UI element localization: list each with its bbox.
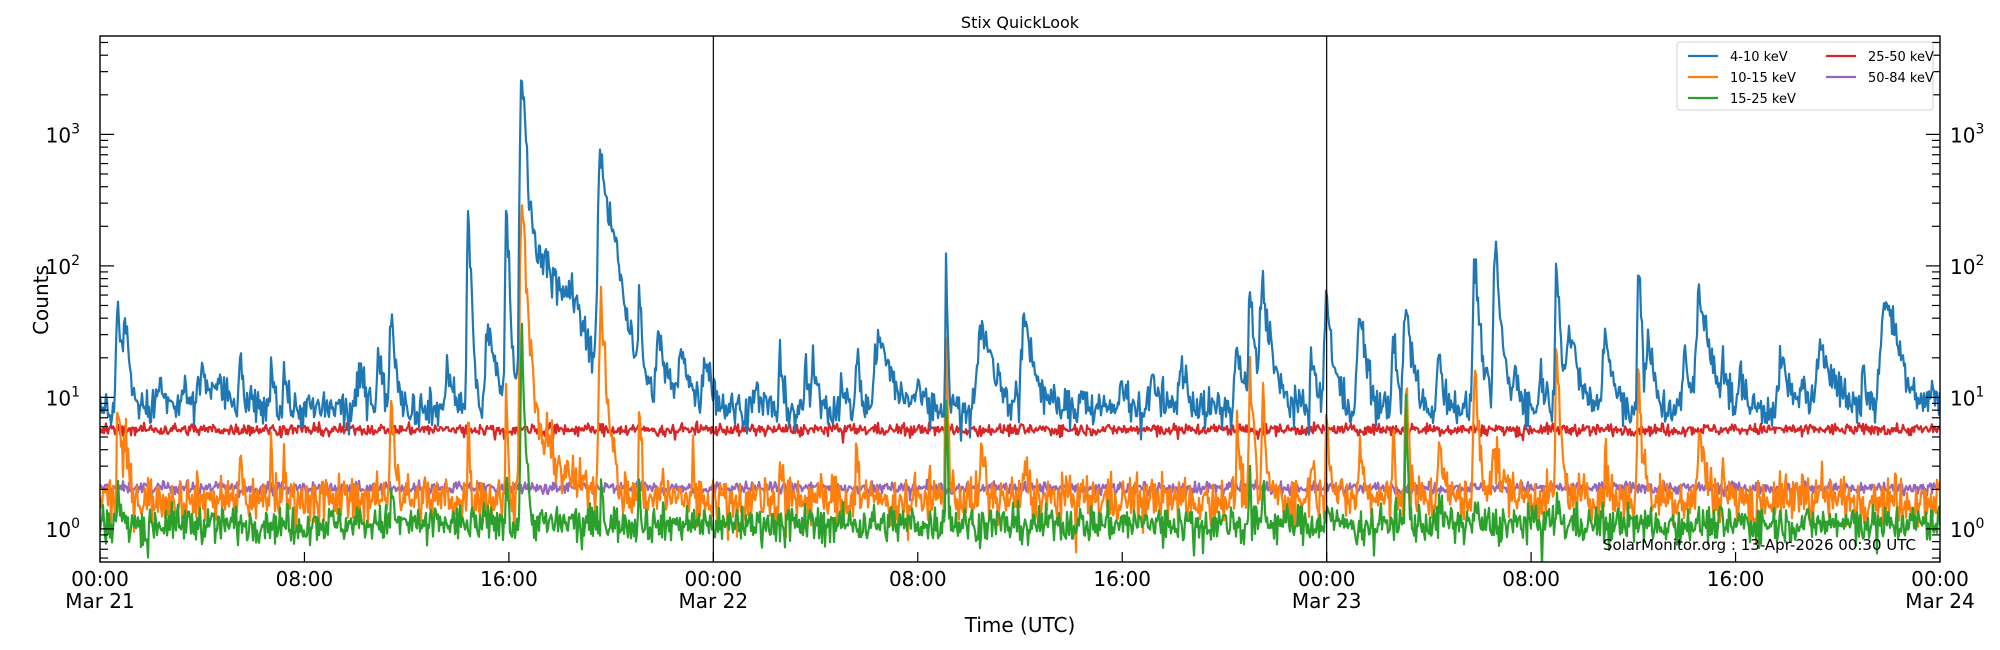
x-tick-date-label: Mar 24	[1905, 589, 1975, 613]
x-tick-label: 00:00	[1911, 567, 1969, 591]
legend-label: 4-10 keV	[1730, 50, 1788, 65]
plot-frame	[99, 35, 1941, 563]
y-tick-label-right: 102	[1950, 253, 1984, 279]
series-4-10-kev	[100, 79, 1940, 442]
legend-label: 50-84 keV	[1868, 71, 1934, 86]
legend-box	[1676, 41, 1934, 111]
y-tick-label-left: 101	[46, 384, 80, 410]
legend-label: 25-50 keV	[1868, 50, 1934, 65]
x-tick-date-label: Mar 21	[65, 589, 135, 613]
y-tick-label-left: 100	[46, 516, 80, 542]
x-tick-date-label: Mar 22	[679, 589, 749, 613]
solarmonitor-annotation: SolarMonitor.org : 13-Apr-2026 00:30 UTC	[1603, 536, 1916, 554]
legend-item: 25-50 keV	[1826, 50, 1934, 65]
data-series	[100, 79, 1940, 562]
x-tick-label: 08:00	[889, 567, 947, 591]
x-tick-label: 00:00	[71, 567, 129, 591]
plot-area	[100, 36, 1940, 562]
legend: 4-10 keV 10-15 keV 15-25 keV 25-50 keV 50-84…	[1676, 41, 1934, 111]
x-tick-date-label: Mar 23	[1292, 589, 1362, 613]
x-tick-label: 00:00	[685, 567, 743, 591]
x-tick-label: 08:00	[276, 567, 334, 591]
y-axis-label: Counts	[29, 265, 53, 335]
x-tick-label: 16:00	[1707, 567, 1765, 591]
legend-item: 10-15 keV	[1688, 71, 1796, 86]
x-axis-label: Time (UTC)	[964, 613, 1076, 637]
chart-title: Stix QuickLook	[961, 13, 1080, 32]
series-25-50-kev	[100, 420, 1940, 444]
series-15-25-kev	[100, 322, 1940, 562]
y-tick-label-right: 101	[1950, 384, 1984, 410]
legend-label: 10-15 keV	[1730, 71, 1796, 86]
legend-label: 15-25 keV	[1730, 92, 1796, 107]
legend-item: 15-25 keV	[1688, 92, 1796, 107]
x-tick-label: 16:00	[1093, 567, 1151, 591]
legend-item: 50-84 keV	[1826, 71, 1934, 86]
x-tick-label: 08:00	[1502, 567, 1560, 591]
y-tick-label-right: 103	[1950, 121, 1984, 147]
y-tick-label-right: 100	[1950, 516, 1984, 542]
y-axis: 100 100 101 101 102 102 103 103	[46, 41, 1984, 559]
y-tick-label-left: 103	[46, 121, 80, 147]
legend-item: 4-10 keV	[1688, 50, 1788, 65]
day-boundary-lines	[712, 36, 1328, 562]
x-tick-label: 00:00	[1298, 567, 1356, 591]
series-10-15-kev	[100, 204, 1940, 554]
y-tick-label-left: 102	[46, 253, 80, 279]
x-tick-label: 16:00	[480, 567, 538, 591]
